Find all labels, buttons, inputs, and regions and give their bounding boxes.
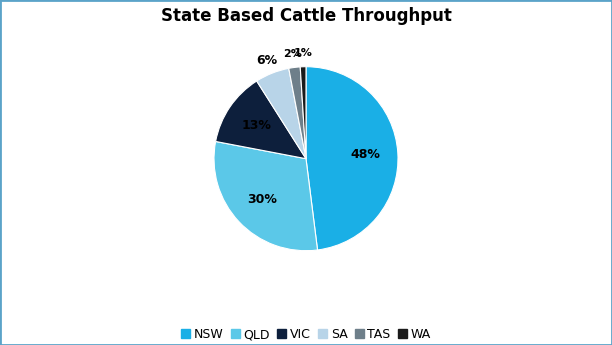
Legend: NSW, QLD, VIC, SA, TAS, WA: NSW, QLD, VIC, SA, TAS, WA (176, 323, 436, 345)
Wedge shape (256, 68, 306, 159)
Wedge shape (289, 67, 306, 159)
Wedge shape (214, 141, 318, 251)
Text: 2%: 2% (283, 49, 302, 59)
Text: 13%: 13% (242, 119, 272, 131)
Text: 6%: 6% (256, 54, 278, 67)
Text: 30%: 30% (247, 193, 277, 206)
Text: 48%: 48% (351, 148, 381, 161)
Text: 1%: 1% (293, 48, 312, 58)
Wedge shape (300, 67, 306, 159)
Title: State Based Cattle Throughput: State Based Cattle Throughput (160, 7, 452, 24)
Wedge shape (306, 67, 398, 250)
Wedge shape (215, 81, 306, 159)
